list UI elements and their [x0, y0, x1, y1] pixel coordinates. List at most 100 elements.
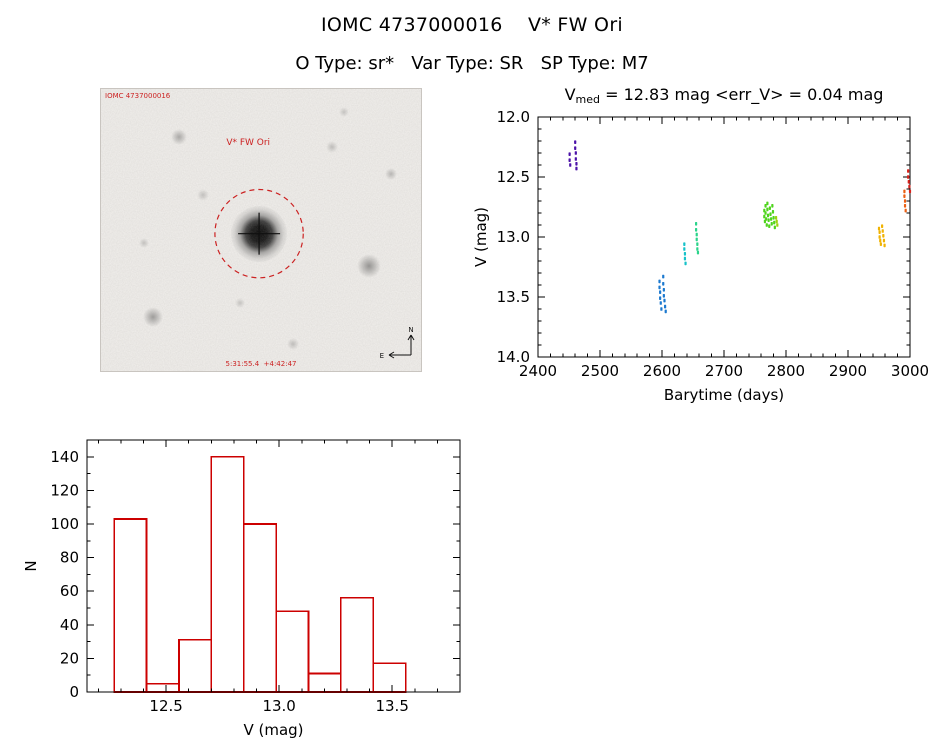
data-point [766, 207, 769, 212]
data-point [908, 189, 912, 194]
data-point [695, 237, 698, 242]
series-t2999 [907, 169, 912, 194]
data-point [764, 211, 767, 215]
data-point [696, 247, 699, 251]
data-point [903, 204, 907, 208]
data-point [764, 204, 767, 208]
data-point [882, 234, 885, 238]
data-point [659, 301, 662, 305]
data-point [660, 307, 663, 311]
data-point [695, 232, 698, 237]
data-point [765, 217, 768, 221]
data-point [696, 250, 700, 255]
data-point [658, 285, 661, 290]
data-point [878, 230, 881, 234]
data-point [662, 282, 665, 286]
data-point [770, 217, 773, 221]
target-circle [214, 188, 304, 279]
data-point [882, 238, 886, 243]
page-subtitle: O Type: sr* Var Type: SR SP Type: M7 [295, 53, 649, 74]
svg-text:100: 100 [50, 515, 79, 533]
svg-text:2700: 2700 [705, 362, 743, 380]
data-point [775, 219, 778, 224]
data-point [767, 218, 770, 222]
x-axis-label: Barytime (days) [664, 386, 784, 404]
lightcurve-title: Vmed = 12.83 mag <err_V> = 0.04 mag [565, 85, 884, 106]
data-point [574, 140, 577, 144]
data-point [903, 189, 906, 194]
data-point [662, 274, 665, 279]
data-point [766, 213, 770, 218]
data-point [908, 184, 911, 189]
data-point [772, 216, 775, 220]
histogram-bar [145, 682, 180, 693]
histogram-bar [210, 455, 245, 693]
data-point [663, 298, 666, 303]
svg-text:40: 40 [60, 616, 79, 634]
svg-text:60: 60 [60, 582, 79, 600]
data-point [683, 252, 687, 256]
series-t2656 [695, 222, 700, 255]
data-point [773, 225, 776, 230]
data-point [695, 228, 698, 232]
histogram-bars [113, 455, 407, 693]
data-point [903, 194, 906, 198]
data-point [664, 309, 667, 314]
y-axis-label: N [22, 560, 40, 571]
data-point [683, 247, 686, 251]
finder-source-label: V* FW Ori [226, 138, 271, 149]
data-point [683, 242, 686, 246]
data-point [907, 175, 910, 179]
data-point [659, 296, 662, 300]
series-t2600 [658, 274, 667, 314]
data-point [658, 279, 661, 284]
data-point [662, 294, 665, 298]
data-point [695, 222, 698, 226]
data-point [907, 180, 910, 184]
data-point [574, 146, 577, 150]
compass-east-label: E [380, 352, 384, 360]
series-t2451 [568, 140, 578, 171]
histogram-bar [275, 610, 310, 693]
svg-text:3000: 3000 [891, 362, 929, 380]
data-point [662, 288, 665, 292]
data-point [773, 220, 776, 225]
finder-overlay: EN [101, 89, 421, 371]
svg-text:12.5: 12.5 [149, 697, 182, 715]
svg-text:2800: 2800 [767, 362, 805, 380]
data-point [568, 152, 571, 156]
data-point [904, 208, 907, 213]
histogram-bar [242, 523, 278, 693]
svg-text:13.0: 13.0 [262, 697, 295, 715]
data-point [574, 151, 577, 155]
plot-frame [537, 116, 911, 358]
page-title: IOMC 4737000016 V* FW Ori [320, 14, 624, 36]
svg-text:0: 0 [69, 683, 79, 701]
svg-text:80: 80 [60, 549, 79, 567]
series-t2992 [903, 189, 907, 213]
svg-text:14.0: 14.0 [497, 348, 530, 366]
svg-text:120: 120 [50, 481, 79, 499]
data-point [774, 216, 778, 220]
data-point [659, 290, 662, 294]
data-point [696, 242, 699, 246]
svg-text:20: 20 [60, 649, 79, 667]
data-point [569, 163, 572, 167]
data-point [881, 229, 884, 233]
data-point [664, 304, 667, 309]
tick-labels: 12.5 13.0 13.5 0 20 40 60 80 100 120 140 [50, 448, 409, 715]
x-axis-label: V (mag) [243, 721, 303, 739]
data-point [879, 238, 882, 243]
series-t2955 [877, 224, 886, 248]
data-point [575, 162, 578, 166]
finder-corner-label: IOMC 4737000016 [105, 92, 171, 100]
compass-icon: EN [380, 326, 415, 360]
data-point [877, 226, 881, 231]
data-point [575, 166, 578, 171]
series-t2775 [763, 201, 776, 230]
tick-labels: 2400 2500 2600 2700 2800 2900 3000 12.0 12.5 13.0… [497, 108, 930, 380]
svg-text:2400: 2400 [519, 362, 557, 380]
y-axis-label: V (mag) [472, 207, 490, 267]
